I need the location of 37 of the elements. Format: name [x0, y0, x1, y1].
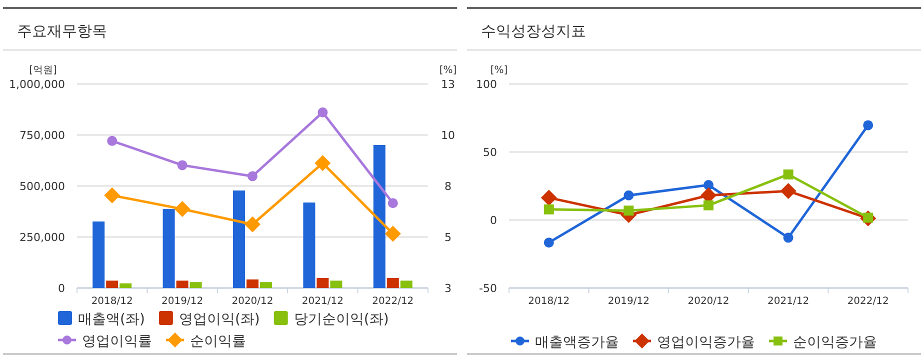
legend-label: 매출액(좌)	[78, 312, 145, 328]
y2-tick-label: 8	[444, 180, 452, 193]
y2-tick-label: 5	[444, 231, 452, 244]
x-tick-label: 2020/12	[688, 296, 730, 307]
legend-label: 순이익증가율	[793, 334, 877, 350]
y-axis-title: [%]	[490, 65, 508, 76]
x-tick-label: 2018/12	[91, 296, 133, 307]
x-tick-label: 2018/12	[528, 296, 570, 307]
legend-label: 순이익률	[190, 334, 246, 350]
legend-label: 영업이익률	[82, 334, 152, 350]
chart-title: 주요재무항목	[17, 22, 107, 40]
legend-label: 매출액증가율	[535, 334, 619, 350]
y-axis-title: [억원]	[29, 65, 57, 76]
x-tick-label: 2021/12	[302, 296, 344, 307]
y-tick-label: 750,000	[20, 129, 65, 142]
y-tick-label: 50	[483, 146, 497, 159]
chart-title: 수익성장성지표	[481, 22, 586, 40]
y2-tick-label: 10	[441, 129, 455, 142]
x-tick-label: 2022/12	[372, 296, 414, 307]
x-tick-label: 2021/12	[768, 296, 810, 307]
y-tick-label: -50	[479, 282, 497, 295]
x-tick-label: 2019/12	[162, 296, 204, 307]
y-tick-label: 1,000,000	[9, 78, 65, 91]
y2-tick-label: 13	[441, 78, 455, 91]
y2-tick-label: 3	[444, 282, 452, 295]
y2-axis-title: [%]	[439, 65, 457, 76]
x-tick-label: 2022/12	[847, 296, 889, 307]
y-tick-label: 100	[476, 78, 497, 91]
legend-label: 영업이익(좌)	[178, 312, 260, 328]
legend-label: 영업이익증가율	[657, 334, 755, 350]
x-tick-label: 2020/12	[232, 296, 274, 307]
y-tick-label: 250,000	[20, 231, 65, 244]
y-tick-label: 0	[58, 282, 65, 295]
legend-label: 당기순이익(좌)	[294, 312, 389, 328]
x-tick-label: 2019/12	[608, 296, 650, 307]
y-tick-label: 500,000	[20, 180, 65, 193]
y-tick-label: 0	[490, 214, 497, 227]
